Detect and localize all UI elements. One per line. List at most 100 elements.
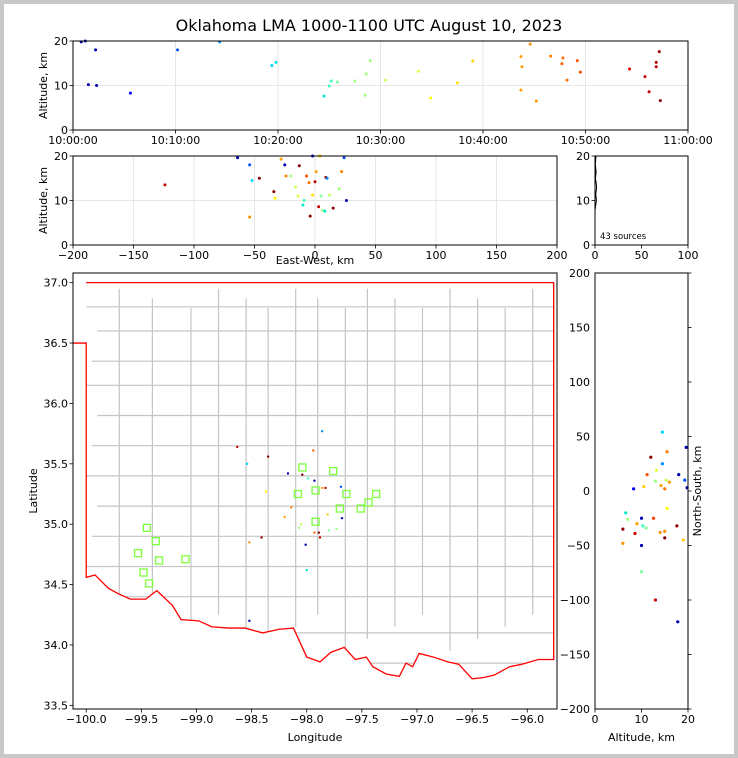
alt-ew-xtick-label: −200 — [58, 249, 88, 262]
ns-alt-source-point — [635, 522, 639, 526]
alt-time-source-point — [471, 59, 475, 63]
plan-view-source-point — [340, 516, 344, 520]
ns-alt-ytick-label: 100 — [569, 376, 590, 389]
plan-view-source-point — [290, 506, 293, 509]
plan-view-xtick-label: −96.0 — [510, 713, 544, 726]
ns-alt-xlabel: Altitude, km — [608, 731, 675, 744]
alt-time-source-point — [654, 60, 658, 64]
alt-time-source-point — [657, 50, 661, 54]
plan-view-source-point — [320, 430, 324, 433]
alt-ew-source-point — [328, 193, 332, 197]
alt-ew-source-point — [342, 156, 346, 160]
alt-time-source-point — [176, 48, 180, 52]
alt-time-axes-frame — [72, 40, 689, 131]
alt-hist-xtick-label: 0 — [592, 249, 599, 262]
plan-view-source-point — [326, 513, 329, 516]
alt-time-source-point — [519, 88, 523, 92]
lma-station-marker — [151, 536, 160, 546]
ns-alt-source-point — [663, 529, 667, 533]
ns-alt-source-point — [641, 524, 645, 528]
ns-alt-source-point — [642, 485, 646, 489]
lma-station-marker — [144, 579, 154, 588]
lma-station-marker — [335, 504, 344, 513]
alt-time-source-point — [534, 99, 538, 103]
ns-alt-source-point — [633, 531, 637, 536]
alt-time-source-point — [270, 63, 274, 67]
alt-time-ytick-label: 0 — [61, 124, 68, 137]
alt-ew-source-point — [311, 193, 315, 197]
ns-alt-source-point — [675, 524, 679, 528]
alt-time-source-point — [658, 99, 662, 103]
alt-time-source-point — [363, 93, 367, 97]
alt-time-source-point — [561, 56, 565, 60]
alt-time-source-point — [578, 70, 582, 74]
alt-ew-xtick-label: 50 — [369, 249, 383, 262]
alt-ew-source-point — [283, 163, 287, 167]
alt-time-source-point — [416, 69, 420, 73]
ns-alt-source-point — [660, 430, 665, 434]
alt-time-ylabel: Altitude, km — [37, 52, 50, 119]
alt-time-source-point — [528, 42, 532, 46]
plan-view-ytick-label: 36.5 — [44, 337, 69, 350]
ns-alt-ytick-label: −100 — [560, 594, 590, 607]
plan-view-source-point — [283, 515, 286, 519]
alt-time-xtick-label: 10:40:00 — [458, 134, 507, 147]
plan-view-source-point — [327, 529, 330, 532]
northsouth-altitude-panel: 0 10 20 −200 −150 −100 −50 0 50 100 150 200 Altitude… — [560, 267, 704, 744]
alt-hist-ytick-label: 20 — [576, 150, 590, 163]
ns-alt-source-point — [649, 455, 653, 459]
altitude-time-panel: 10:00:00 10:10:00 10:20:00 10:30:00 10:40:00… — [37, 35, 713, 147]
alt-ew-source-point — [284, 174, 288, 178]
ns-alt-ytick-label: 50 — [576, 431, 590, 444]
texas-mask — [86, 574, 557, 709]
alt-ew-source-point — [320, 208, 324, 212]
alt-ew-source-point — [302, 199, 306, 202]
plan-view-source-point — [320, 486, 324, 490]
ns-alt-source-point — [659, 483, 663, 488]
lma-station-marker — [329, 466, 338, 476]
county-boundaries — [86, 288, 554, 664]
alt-hist-xtick-label: 100 — [678, 249, 699, 262]
alt-ew-source-point — [236, 156, 240, 160]
lma-station-marker — [133, 549, 143, 558]
plan-view-source-point — [297, 526, 301, 530]
alt-ew-source-point — [294, 185, 298, 189]
plan-view-source-point — [306, 477, 310, 480]
alt-time-xtick-label: 10:50:00 — [561, 134, 610, 147]
ns-alt-source-point — [658, 530, 662, 535]
alt-ew-source-point — [337, 187, 341, 191]
alt-time-source-point — [519, 55, 523, 59]
lma-station-marker — [293, 489, 303, 499]
alt-ew-source-point — [279, 157, 283, 161]
alt-ew-source-point — [273, 196, 277, 200]
alt-time-xtick-label: 10:00:00 — [48, 134, 97, 147]
plan-view-source-point — [313, 479, 316, 482]
alt-hist-xtick-label: 50 — [635, 249, 649, 262]
plan-view-ylabel: Latitude — [27, 468, 40, 514]
plan-view-source-point — [324, 486, 327, 490]
ns-alt-source-point — [663, 487, 667, 491]
ns-alt-source-point — [684, 445, 688, 449]
plan-view-source-point — [266, 455, 270, 458]
figure-title: Oklahoma LMA 1000-1100 UTC August 10, 20… — [175, 16, 563, 35]
lma-station-marker — [356, 504, 365, 513]
alt-ew-source-point — [163, 183, 167, 187]
lma-station-marker — [142, 523, 152, 532]
alt-ew-source-point — [305, 174, 309, 178]
alt-ew-source-point — [248, 215, 252, 219]
alt-ew-xtick-label: 0 — [312, 249, 319, 262]
alt-ew-source-point — [289, 174, 293, 178]
plan-view-xtick-label: −98.5 — [235, 713, 269, 726]
ns-alt-source-point — [677, 473, 681, 477]
ns-alt-source-point — [639, 516, 644, 520]
plan-view-source-point — [245, 462, 249, 466]
alt-time-source-point — [384, 78, 388, 82]
ns-alt-source-point — [639, 543, 644, 548]
alt-ew-source-point — [308, 214, 312, 218]
plan-view-source-point — [313, 531, 316, 534]
plan-view-source-point — [301, 473, 304, 476]
plan-view-source-point — [300, 523, 303, 526]
ns-alt-source-point — [653, 479, 658, 483]
ns-alt-source-point — [651, 516, 656, 520]
ns-alt-ylabel: North-South, km — [691, 446, 704, 537]
